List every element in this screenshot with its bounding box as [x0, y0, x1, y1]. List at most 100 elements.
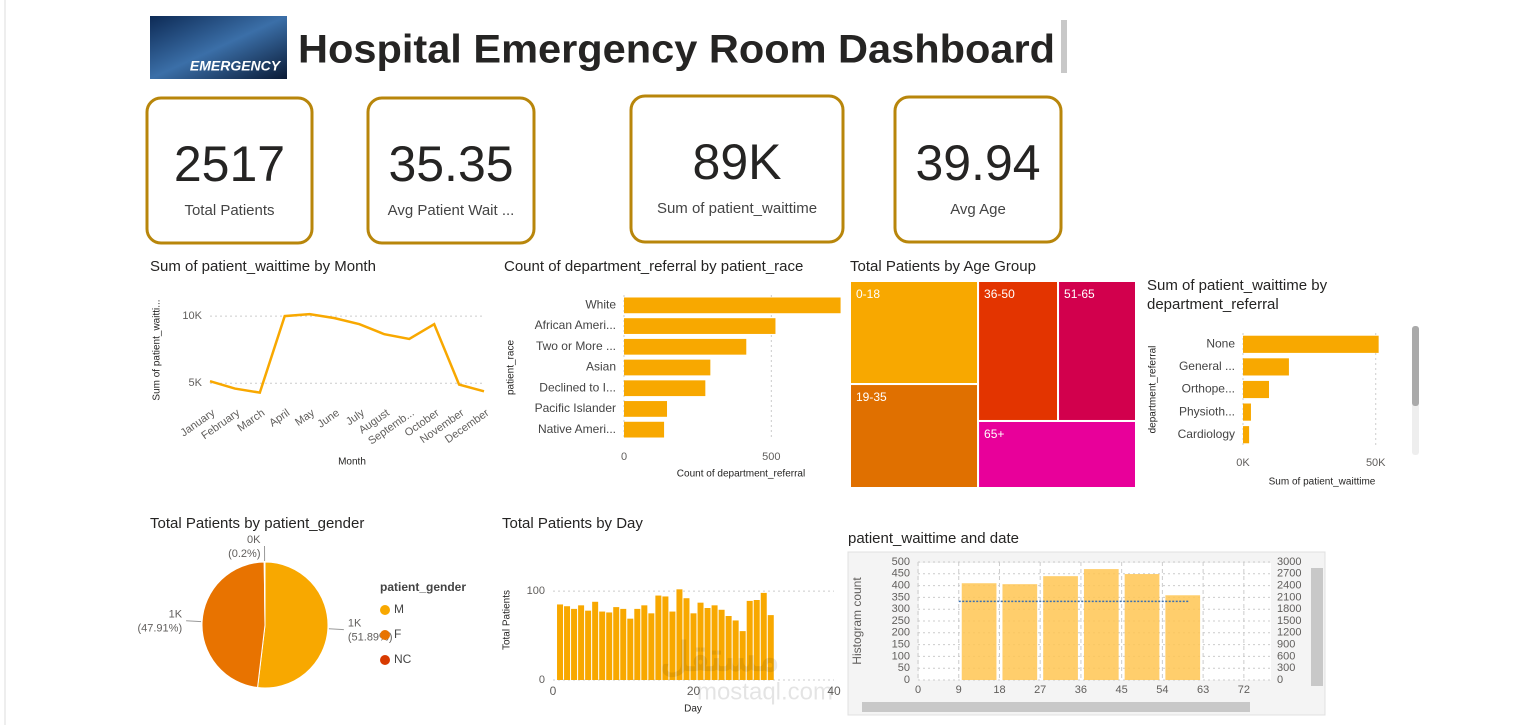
y-tick-label: 0 — [1277, 674, 1283, 686]
category-label: Declined to I... — [539, 380, 616, 394]
y-tick-label: 5K — [189, 377, 203, 389]
kpi-label: Sum of patient_waittime — [657, 200, 817, 217]
y-tick-label: 2700 — [1277, 568, 1301, 580]
bar — [655, 595, 662, 680]
treemap-tile — [849, 280, 980, 386]
y-axis-label: Sum of patient_waitti... — [152, 299, 163, 400]
pie-label: 1K — [348, 618, 362, 630]
histogram-bar — [1124, 574, 1160, 680]
line — [209, 312, 485, 395]
kpi-value: 89K — [693, 134, 782, 190]
x-tick-label: 40 — [827, 684, 841, 698]
bar — [627, 618, 634, 680]
tile-label: 51-65 — [1064, 287, 1095, 301]
histogram-bar — [1002, 584, 1038, 680]
bar — [718, 609, 725, 680]
category-label: African Ameri... — [535, 318, 616, 332]
pie-label: 0K — [247, 534, 261, 546]
x-axis-label: Month — [338, 457, 366, 468]
x-tick-label: May — [293, 407, 317, 429]
bar — [690, 613, 697, 680]
bar — [571, 608, 578, 680]
leader-line — [328, 628, 344, 631]
bar — [760, 592, 767, 680]
kpi-label: Avg Age — [950, 201, 1006, 218]
x-tick-label: 27 — [1034, 684, 1046, 696]
y-tick-label: 450 — [892, 568, 910, 580]
bar — [1243, 380, 1270, 399]
category-label: None — [1206, 336, 1235, 350]
category-label: Two or More ... — [536, 339, 616, 353]
bar — [557, 604, 564, 680]
legend-label: NC — [394, 652, 412, 666]
y-tick-label: 600 — [1277, 650, 1295, 662]
scrollbar-thumb[interactable] — [1412, 326, 1419, 406]
y-tick-label: 2100 — [1277, 591, 1301, 603]
x-axis-label: Count of department_referral — [677, 469, 805, 480]
y-tick-label: 2400 — [1277, 580, 1301, 592]
tile-label: 36-50 — [984, 287, 1015, 301]
legend-label: F — [394, 627, 401, 641]
hscroll[interactable] — [862, 702, 1250, 712]
y-tick-label: 900 — [1277, 639, 1295, 651]
x-tick-label: 0K — [1236, 457, 1250, 469]
category-label: General ... — [1179, 359, 1235, 373]
y-tick-label: 400 — [892, 580, 910, 592]
histogram-bar — [961, 583, 997, 680]
y-tick-label: 200 — [892, 627, 910, 639]
bar — [676, 589, 683, 680]
bar — [683, 598, 690, 680]
kpi-value: 39.94 — [915, 135, 1040, 191]
y-tick-label: 10K — [182, 310, 202, 322]
category-label: Asian — [586, 360, 616, 374]
histogram-bar — [1165, 595, 1201, 680]
bar — [564, 606, 571, 680]
bar — [1243, 403, 1251, 421]
bar — [599, 611, 606, 680]
x-tick-label: 500 — [762, 451, 780, 463]
bar — [711, 605, 718, 680]
bar — [613, 607, 620, 680]
x-tick-label: 54 — [1156, 684, 1168, 696]
logo-text: EMERGENCY — [190, 58, 282, 74]
bar — [767, 615, 774, 680]
kpi-value: 2517 — [174, 136, 285, 192]
x-tick-label: 63 — [1197, 684, 1209, 696]
kpi-card — [893, 95, 1063, 244]
x-tick-label: 0 — [621, 451, 627, 463]
kpi-label: Avg Patient Wait ... — [388, 202, 515, 219]
kpi-card — [145, 96, 314, 245]
x-tick-label: 0 — [550, 684, 557, 698]
chart-title: Total Patients by Age Group — [850, 258, 1036, 275]
bar — [620, 608, 627, 680]
bar — [624, 380, 706, 397]
tile-label: 0-18 — [856, 287, 880, 301]
chart-title: Sum of patient_waittime by Month — [150, 258, 376, 275]
kpi-label: Total Patients — [184, 202, 274, 219]
x-tick-label: 9 — [956, 684, 962, 696]
vscroll[interactable] — [1311, 568, 1323, 686]
x-tick-label: 50K — [1366, 457, 1386, 469]
y-tick-label: 300 — [1277, 662, 1295, 674]
bar — [1243, 358, 1289, 376]
legend-marker — [380, 630, 390, 640]
y-tick-label: 500 — [892, 556, 910, 568]
bar — [624, 338, 747, 355]
x-tick-label: April — [267, 407, 292, 429]
x-tick-label: June — [316, 407, 342, 431]
bar — [624, 297, 841, 314]
category-label: Physioth... — [1179, 404, 1235, 418]
bar — [606, 612, 613, 680]
y-tick-label: 300 — [892, 603, 910, 615]
y-tick-label: 1200 — [1277, 627, 1301, 639]
bar — [746, 600, 753, 680]
bar — [624, 421, 665, 438]
bar — [669, 611, 676, 680]
watermark: mostaql.com — [697, 678, 833, 705]
y-axis-label: department_referral — [1148, 346, 1159, 434]
bar — [634, 608, 641, 680]
chart-title: patient_waittime and date — [848, 530, 1019, 547]
pie-slice — [263, 561, 266, 626]
bar — [725, 616, 732, 680]
